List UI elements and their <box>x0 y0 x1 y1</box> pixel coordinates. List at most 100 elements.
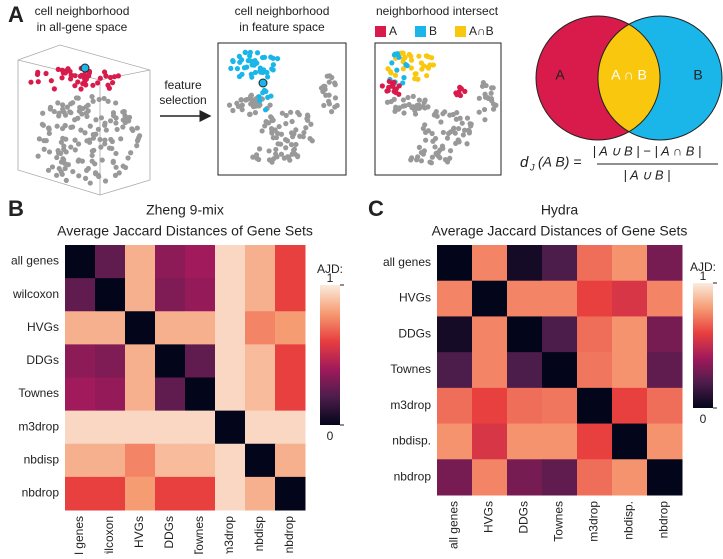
dot <box>425 54 431 60</box>
dot <box>60 106 66 112</box>
dot <box>72 137 78 143</box>
dot <box>98 115 105 121</box>
dot <box>95 80 101 86</box>
dot <box>410 104 416 110</box>
dot <box>35 79 41 85</box>
heatmap-cell <box>215 311 246 345</box>
dot <box>46 130 52 136</box>
dot <box>304 112 311 118</box>
heatmap-cell <box>95 311 126 345</box>
dot <box>455 91 461 97</box>
dot <box>268 54 274 60</box>
heatmap-cell <box>125 344 156 378</box>
dot <box>269 159 275 165</box>
heatmap-cell <box>215 476 246 511</box>
heatmap-cell <box>215 443 246 478</box>
dot <box>257 98 263 104</box>
dot <box>247 49 253 55</box>
row-label: DDGs <box>398 326 431 340</box>
dot <box>238 97 244 103</box>
dot <box>62 160 68 167</box>
dot <box>424 73 430 79</box>
dot <box>401 75 407 81</box>
column-label: nbdisp. <box>622 501 636 540</box>
dot <box>396 91 402 97</box>
heatmap-cell <box>542 423 578 460</box>
heatmap-cell <box>612 245 648 282</box>
dot <box>72 117 78 123</box>
heatmap-cell <box>275 344 306 378</box>
dot <box>67 68 73 75</box>
dot <box>283 145 289 151</box>
heatmap-cell <box>65 476 96 511</box>
dot <box>326 98 332 105</box>
dot <box>440 129 446 136</box>
dot <box>251 62 257 68</box>
column-label: Townes <box>552 501 566 542</box>
dot <box>289 151 295 157</box>
dot <box>69 124 76 130</box>
row-label: nbdisp. <box>392 434 431 448</box>
dot <box>55 66 61 72</box>
dot <box>114 126 120 133</box>
dot <box>256 103 262 109</box>
dot <box>400 80 406 86</box>
dot <box>269 129 275 135</box>
dot <box>454 110 460 116</box>
heatmap-cell <box>577 316 613 353</box>
heatmap-cell <box>647 423 683 460</box>
heatmap-cell <box>245 278 276 312</box>
colorbar-label: AJD: <box>317 262 343 276</box>
column-label: all genes <box>447 501 461 549</box>
dot <box>423 137 429 143</box>
heatmap-cell <box>155 245 186 279</box>
venn-label: A <box>555 67 565 83</box>
dot <box>48 78 54 84</box>
dot <box>112 172 119 178</box>
dot <box>75 79 81 85</box>
heatmap-cell <box>245 443 276 478</box>
heatmap-cell <box>155 278 186 312</box>
heatmap-cell <box>577 280 613 317</box>
dot <box>93 171 99 177</box>
dot <box>110 113 117 119</box>
dot <box>392 72 399 78</box>
heatmap-cell <box>125 476 156 511</box>
dot <box>332 82 338 88</box>
legend: A B A∩B <box>375 24 494 38</box>
row-label: all genes <box>11 254 59 268</box>
heatmap-cell <box>507 352 543 389</box>
dot <box>248 58 254 64</box>
dot <box>235 103 241 109</box>
panel-title: cell neighborhood <box>235 4 330 18</box>
scatter <box>226 49 340 165</box>
dot <box>422 122 428 128</box>
dot <box>388 70 394 76</box>
dot <box>403 62 409 68</box>
dot <box>120 117 126 123</box>
colorbar-tick-label: 1 <box>327 271 334 285</box>
dot <box>421 148 427 154</box>
dot <box>287 109 294 115</box>
heatmap-cell <box>275 377 306 412</box>
dot <box>289 118 295 125</box>
dot <box>279 110 285 116</box>
dot <box>389 60 395 66</box>
dot <box>68 144 74 150</box>
dot <box>244 64 250 70</box>
dot <box>300 134 306 140</box>
dot <box>455 125 462 132</box>
dot <box>239 57 245 63</box>
dot <box>76 108 82 114</box>
dot <box>47 106 53 112</box>
column-label: DDGs <box>517 501 531 534</box>
dot <box>116 170 122 176</box>
dot <box>113 100 119 106</box>
dot <box>129 126 135 132</box>
dot <box>54 154 60 161</box>
dot <box>63 136 69 142</box>
dot <box>252 69 259 76</box>
dot <box>36 136 42 142</box>
column-label: m3drop <box>222 516 236 554</box>
dot <box>113 164 119 170</box>
